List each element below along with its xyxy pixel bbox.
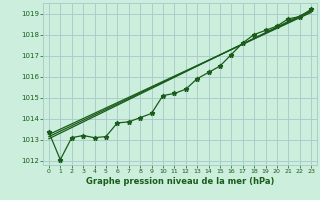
X-axis label: Graphe pression niveau de la mer (hPa): Graphe pression niveau de la mer (hPa) [86,177,274,186]
